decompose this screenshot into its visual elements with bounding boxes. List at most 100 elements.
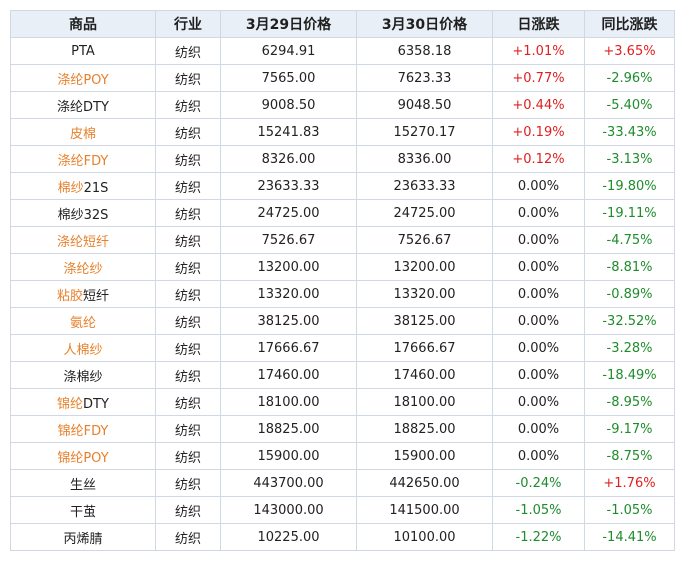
daily-change-cell: 0.00% (492, 361, 585, 389)
price-mar30-cell: 8336.00 (356, 145, 493, 173)
commodity-cell: 氨纶 (10, 307, 156, 335)
yoy-change-cell: -8.95% (584, 388, 675, 416)
price-mar30-cell: 7623.33 (356, 64, 493, 92)
table-row: 棉纱32S 纺织 24725.00 24725.00 0.00% -19.11% (10, 199, 675, 227)
price-mar29-cell: 7565.00 (220, 64, 357, 92)
commodity-text: 生丝 (69, 477, 96, 493)
price-mar30-cell: 18100.00 (356, 388, 493, 416)
table-row: 涤纶POY 纺织 7565.00 7623.33 +0.77% -2.96% (10, 64, 675, 92)
table-row: 锦纶POY 纺织 15900.00 15900.00 0.00% -8.75% (10, 442, 675, 470)
table-row: 涤棉纱 纺织 17460.00 17460.00 0.00% -18.49% (10, 361, 675, 389)
commodity-cell: 锦纶POY (10, 442, 156, 470)
yoy-change-cell: -8.81% (584, 253, 675, 281)
price-mar29-cell: 9008.50 (220, 91, 357, 119)
table-row: 氨纶 纺织 38125.00 38125.00 0.00% -32.52% (10, 307, 675, 335)
industry-cell: 纺织 (155, 469, 221, 497)
table-row: 粘胶短纤 纺织 13320.00 13320.00 0.00% -0.89% (10, 280, 675, 308)
commodity-link[interactable]: 粘胶 (56, 288, 83, 304)
price-mar29-cell: 8326.00 (220, 145, 357, 173)
commodity-cell: 粘胶短纤 (10, 280, 156, 308)
commodity-text: 涤棉纱 (63, 369, 103, 385)
yoy-change-cell: -18.49% (584, 361, 675, 389)
commodity-cell: 皮棉 (10, 118, 156, 146)
table-row: 皮棉 纺织 15241.83 15270.17 +0.19% -33.43% (10, 118, 675, 146)
daily-change-cell: 0.00% (492, 280, 585, 308)
industry-cell: 纺织 (155, 91, 221, 119)
table-row: 丙烯腈 纺织 10225.00 10100.00 -1.22% -14.41% (10, 523, 675, 551)
commodity-text: 短纤 (83, 288, 110, 304)
commodity-link[interactable]: 皮棉 (69, 126, 96, 142)
table-row: 锦纶DTY 纺织 18100.00 18100.00 0.00% -8.95% (10, 388, 675, 416)
price-mar30-cell: 23633.33 (356, 172, 493, 200)
price-mar30-cell: 6358.18 (356, 37, 493, 65)
commodity-link[interactable]: 锦纶 (57, 396, 84, 412)
yoy-change-cell: -19.80% (584, 172, 675, 200)
table-row: 人棉纱 纺织 17666.67 17666.67 0.00% -3.28% (10, 334, 675, 362)
price-mar30-cell: 15270.17 (356, 118, 493, 146)
price-mar30-cell: 18825.00 (356, 415, 493, 443)
commodity-link[interactable]: 锦纶FDY (57, 423, 109, 439)
commodity-link[interactable]: 涤纶纱 (63, 261, 103, 277)
commodity-text: 涤纶DTY (57, 99, 109, 115)
daily-change-cell: 0.00% (492, 388, 585, 416)
commodity-cell: 涤棉纱 (10, 361, 156, 389)
industry-cell: 纺织 (155, 280, 221, 308)
yoy-change-cell: -3.13% (584, 145, 675, 173)
commodity-link[interactable]: 涤纶FDY (57, 153, 109, 169)
price-mar29-cell: 18825.00 (220, 415, 357, 443)
daily-change-cell: 0.00% (492, 307, 585, 335)
daily-change-cell: -0.24% (492, 469, 585, 497)
yoy-change-cell: +1.76% (584, 469, 675, 497)
daily-change-cell: 0.00% (492, 199, 585, 227)
industry-cell: 纺织 (155, 253, 221, 281)
commodity-link[interactable]: 锦纶POY (57, 450, 109, 466)
commodity-link[interactable]: 涤纶POY (57, 72, 109, 88)
table-row: 涤纶纱 纺织 13200.00 13200.00 0.00% -8.81% (10, 253, 675, 281)
table-row: 干茧 纺织 143000.00 141500.00 -1.05% -1.05% (10, 496, 675, 524)
commodity-cell: 锦纶DTY (10, 388, 156, 416)
price-mar29-cell: 7526.67 (220, 226, 357, 254)
yoy-change-cell: -8.75% (584, 442, 675, 470)
commodity-text: 棉纱32S (57, 207, 109, 223)
commodity-link[interactable]: 涤纶短纤 (56, 234, 109, 250)
yoy-change-cell: +3.65% (584, 37, 675, 65)
industry-cell: 纺织 (155, 388, 221, 416)
price-table: 商品 行业 3月29日价格 3月30日价格 日涨跌 同比涨跌 PTA 纺织 6294… (10, 10, 675, 551)
commodity-link[interactable]: 氨纶 (69, 315, 96, 331)
daily-change-cell: +0.77% (492, 64, 585, 92)
commodity-text: 干茧 (69, 504, 96, 520)
commodity-cell: 涤纶短纤 (10, 226, 156, 254)
commodity-cell: 干茧 (10, 496, 156, 524)
price-mar29-cell: 38125.00 (220, 307, 357, 335)
industry-cell: 纺织 (155, 523, 221, 551)
price-mar30-cell: 17460.00 (356, 361, 493, 389)
price-mar29-cell: 143000.00 (220, 496, 357, 524)
commodity-link[interactable]: 棉纱 (57, 180, 84, 196)
price-mar30-cell: 9048.50 (356, 91, 493, 119)
yoy-change-cell: -4.75% (584, 226, 675, 254)
daily-change-cell: 0.00% (492, 172, 585, 200)
industry-cell: 纺织 (155, 361, 221, 389)
price-mar29-cell: 15241.83 (220, 118, 357, 146)
industry-cell: 纺织 (155, 172, 221, 200)
commodity-text: DTY (83, 396, 109, 412)
price-table-container: 商品 行业 3月29日价格 3月30日价格 日涨跌 同比涨跌 PTA 纺织 6294… (10, 10, 675, 551)
industry-cell: 纺织 (155, 334, 221, 362)
commodity-cell: 丙烯腈 (10, 523, 156, 551)
daily-change-cell: -1.05% (492, 496, 585, 524)
table-row: 锦纶FDY 纺织 18825.00 18825.00 0.00% -9.17% (10, 415, 675, 443)
price-mar29-cell: 24725.00 (220, 199, 357, 227)
yoy-change-cell: -2.96% (584, 64, 675, 92)
commodity-cell: PTA (10, 37, 156, 65)
header-industry: 行业 (155, 10, 221, 38)
price-mar30-cell: 17666.67 (356, 334, 493, 362)
table-row: 涤纶FDY 纺织 8326.00 8336.00 +0.12% -3.13% (10, 145, 675, 173)
price-mar29-cell: 17460.00 (220, 361, 357, 389)
table-body: PTA 纺织 6294.91 6358.18 +1.01% +3.65% 涤纶POY 纺织 75… (10, 37, 675, 551)
commodity-cell: 生丝 (10, 469, 156, 497)
industry-cell: 纺织 (155, 442, 221, 470)
commodity-cell: 涤纶POY (10, 64, 156, 92)
commodity-link[interactable]: 人棉纱 (63, 342, 103, 358)
daily-change-cell: 0.00% (492, 415, 585, 443)
daily-change-cell: +0.12% (492, 145, 585, 173)
